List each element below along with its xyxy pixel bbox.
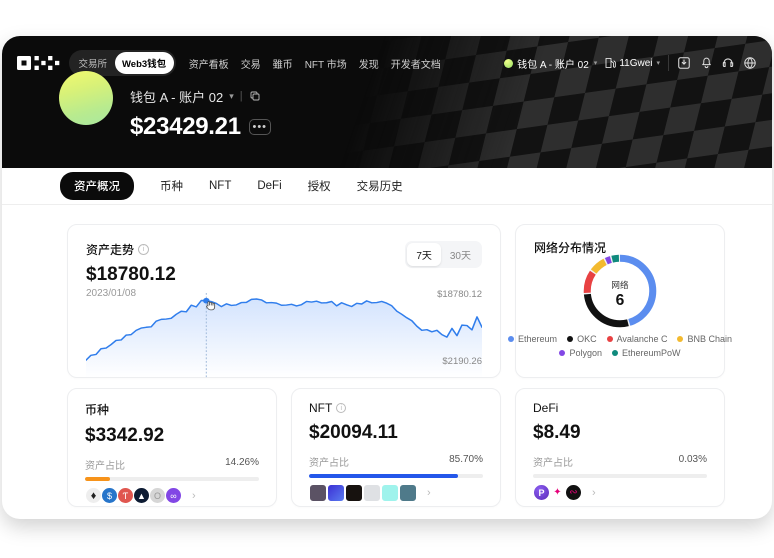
svg-text:网络: 网络: [611, 279, 629, 291]
svg-text:6: 6: [616, 292, 625, 309]
